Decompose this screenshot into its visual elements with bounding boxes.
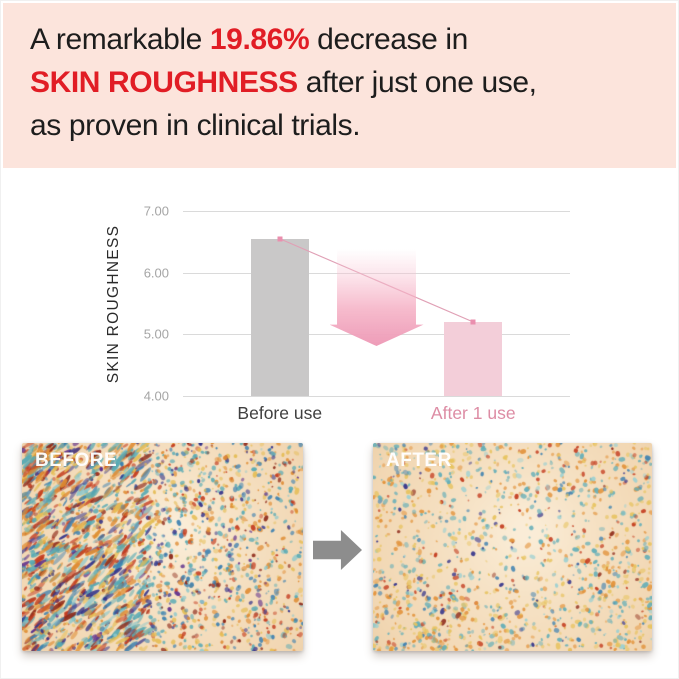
right-arrow-icon (313, 530, 362, 570)
gridline (183, 396, 570, 397)
bar (444, 322, 503, 396)
before-photo: BEFORE (22, 443, 303, 651)
trend-marker (277, 236, 283, 242)
plot-area: SKIN ROUGHNESS 7.00 6.00 5.00 4.00 Before u… (105, 204, 570, 423)
y-tick-label: 5.00 (143, 326, 169, 342)
headline-segment-2: decrease in (309, 23, 468, 56)
headline-segment-3: after just one use, (297, 66, 537, 99)
decrease-arrow-icon (329, 249, 424, 346)
roughness-chart: SKIN ROUGHNESS 7.00 6.00 5.00 4.00 Before u… (0, 195, 679, 435)
headline-banner: A remarkable 19.86% decrease in SKIN ROUG… (3, 3, 676, 168)
stat-percentage: 19.86% (209, 23, 310, 56)
before-skin-texture (22, 443, 303, 651)
headline-text: A remarkable 19.86% decrease in SKIN ROUG… (3, 3, 676, 147)
y-tick-label: 4.00 (143, 388, 169, 404)
after-label: AFTER (386, 450, 452, 471)
bar (250, 238, 309, 396)
gridline (183, 211, 570, 212)
x-category-label: Before use (237, 403, 323, 423)
before-label: BEFORE (35, 450, 118, 471)
trend-marker (470, 319, 476, 325)
stat-keyword: SKIN ROUGHNESS (30, 66, 298, 99)
before-after-comparison: BEFORE AFTER (0, 443, 679, 651)
y-axis-title: SKIN ROUGHNESS (105, 224, 122, 383)
headline-segment-4: as proven in clinical trials. (30, 109, 361, 142)
y-tick-label: 7.00 (143, 203, 169, 219)
after-skin-texture (373, 443, 652, 651)
after-photo: AFTER (373, 443, 652, 651)
headline-segment-1: A remarkable (30, 23, 210, 56)
x-category-label: After 1 use (430, 403, 516, 423)
y-tick-label: 6.00 (143, 265, 169, 281)
